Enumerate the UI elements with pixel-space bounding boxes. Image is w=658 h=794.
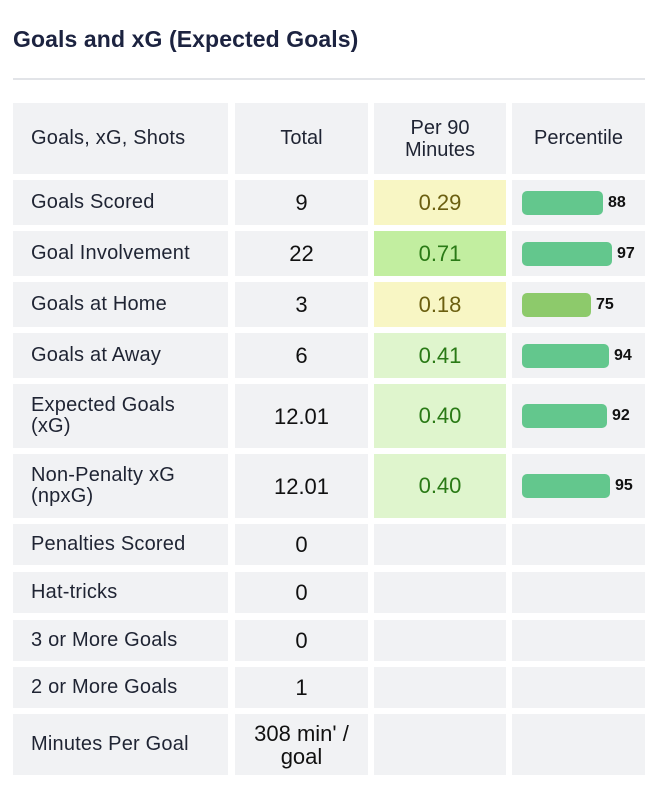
row-label: Goals at Home — [13, 282, 228, 327]
row-per-90: 0.18 — [374, 282, 506, 327]
percentile-value: 88 — [608, 193, 626, 211]
row-label: Minutes Per Goal — [13, 714, 228, 775]
percentile-bar — [522, 190, 603, 215]
row-label: Goal Involvement — [13, 231, 228, 276]
percentile-bar — [522, 474, 610, 498]
table-row-hat-tricks: Hat-tricks 0 — [13, 572, 645, 613]
row-total: 0 — [235, 620, 368, 661]
row-percentile: 97 — [512, 231, 645, 276]
percentile-value: 92 — [612, 407, 630, 424]
row-per-90: 0.29 — [374, 180, 506, 225]
row-per-90 — [374, 714, 506, 775]
row-per-90: 0.71 — [374, 231, 506, 276]
table-row-minutes-per-goal: Minutes Per Goal 308 min' / goal — [13, 714, 645, 775]
row-total: 0 — [235, 524, 368, 565]
percentile-value: 97 — [617, 244, 635, 262]
row-total: 12.01 — [235, 454, 368, 518]
row-total: 1 — [235, 667, 368, 708]
row-total: 12.01 — [235, 384, 368, 448]
percentile-bar — [522, 404, 607, 428]
row-per-90 — [374, 572, 506, 613]
row-per-90 — [374, 524, 506, 565]
percentile-bar — [522, 292, 591, 317]
row-total: 308 min' / goal — [235, 714, 368, 775]
row-per-90: 0.40 — [374, 384, 506, 448]
row-label: Non-Penalty xG (npxG) — [13, 454, 228, 518]
row-total: 9 — [235, 180, 368, 225]
row-label: Expected Goals (xG) — [13, 384, 228, 448]
row-percentile — [512, 714, 645, 775]
header-per-90-minutes: Per 90 Minutes — [374, 103, 506, 174]
row-label: Goals Scored — [13, 180, 228, 225]
percentile-bar — [522, 343, 609, 368]
percentile-value: 75 — [596, 295, 614, 313]
row-label: Hat-tricks — [13, 572, 228, 613]
row-percentile: 92 — [512, 384, 645, 448]
table-row-non-penalty-xg-npxg: Non-Penalty xG (npxG) 12.01 0.40 95 — [13, 454, 645, 518]
header-total: Total — [235, 103, 368, 174]
row-label: 3 or More Goals — [13, 620, 228, 661]
table-row-2-or-more-goals: 2 or More Goals 1 — [13, 667, 645, 708]
row-percentile: 88 — [512, 180, 645, 225]
table-row-goals-at-home: Goals at Home 3 0.18 75 — [13, 282, 645, 327]
row-percentile — [512, 524, 645, 565]
row-total: 3 — [235, 282, 368, 327]
row-percentile — [512, 620, 645, 661]
percentile-bar — [522, 241, 612, 266]
table-row-penalties-scored: Penalties Scored 0 — [13, 524, 645, 565]
row-percentile — [512, 667, 645, 708]
row-label: Goals at Away — [13, 333, 228, 378]
row-label: Penalties Scored — [13, 524, 228, 565]
row-per-90: 0.41 — [374, 333, 506, 378]
table-header-row: Goals, xG, Shots Total Per 90 Minutes Pe… — [13, 103, 645, 174]
percentile-value: 94 — [614, 346, 632, 364]
table-row-goals-at-away: Goals at Away 6 0.41 94 — [13, 333, 645, 378]
percentile-value: 95 — [615, 477, 633, 494]
row-total: 6 — [235, 333, 368, 378]
table-row-goal-involvement: Goal Involvement 22 0.71 97 — [13, 231, 645, 276]
row-percentile — [512, 572, 645, 613]
table-row-3-or-more-goals: 3 or More Goals 0 — [13, 620, 645, 661]
row-percentile: 75 — [512, 282, 645, 327]
table-row-goals-scored: Goals Scored 9 0.29 88 — [13, 180, 645, 225]
header-percentile: Percentile — [512, 103, 645, 174]
title-divider — [13, 78, 645, 80]
row-per-90 — [374, 667, 506, 708]
row-label: 2 or More Goals — [13, 667, 228, 708]
header-goals-xg-shots: Goals, xG, Shots — [13, 103, 228, 174]
page-title: Goals and xG (Expected Goals) — [13, 26, 359, 52]
row-total: 22 — [235, 231, 368, 276]
row-percentile: 94 — [512, 333, 645, 378]
row-per-90: 0.40 — [374, 454, 506, 518]
row-percentile: 95 — [512, 454, 645, 518]
table-row-expected-goals-xg: Expected Goals (xG) 12.01 0.40 92 — [13, 384, 645, 448]
row-per-90 — [374, 620, 506, 661]
row-total: 0 — [235, 572, 368, 613]
